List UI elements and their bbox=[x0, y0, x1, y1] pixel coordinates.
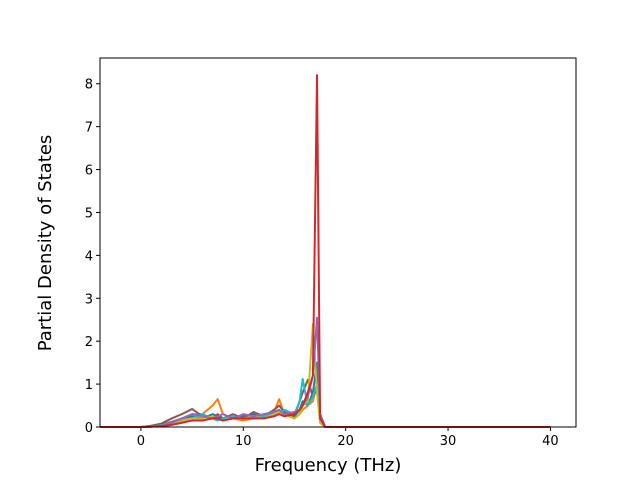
pdos-line bbox=[100, 74, 551, 428]
y-tick-label: 5 bbox=[85, 206, 93, 221]
x-tick-label: 10 bbox=[235, 434, 252, 449]
y-tick-label: 2 bbox=[85, 335, 93, 350]
x-tick-label: 0 bbox=[137, 434, 145, 449]
pdos-line bbox=[100, 361, 551, 428]
pdos-line bbox=[100, 378, 551, 428]
y-tick-label: 3 bbox=[85, 292, 93, 307]
y-tick-label: 7 bbox=[85, 121, 93, 136]
y-tick-label: 1 bbox=[85, 378, 93, 393]
y-tick-label: 8 bbox=[85, 78, 93, 93]
plot-frame bbox=[99, 57, 577, 428]
x-tick-label: 20 bbox=[337, 434, 354, 449]
x-axis-label: Frequency (THz) bbox=[255, 455, 402, 476]
pdos-line bbox=[100, 323, 551, 428]
y-tick-label: 0 bbox=[85, 421, 93, 436]
x-tick-label: 40 bbox=[542, 434, 559, 449]
y-tick-label: 4 bbox=[85, 249, 93, 264]
pdos-line bbox=[100, 316, 551, 428]
x-tick-label: 30 bbox=[440, 434, 457, 449]
y-tick-label: 6 bbox=[85, 164, 93, 179]
y-axis-label: Partial Density of States bbox=[35, 135, 56, 352]
